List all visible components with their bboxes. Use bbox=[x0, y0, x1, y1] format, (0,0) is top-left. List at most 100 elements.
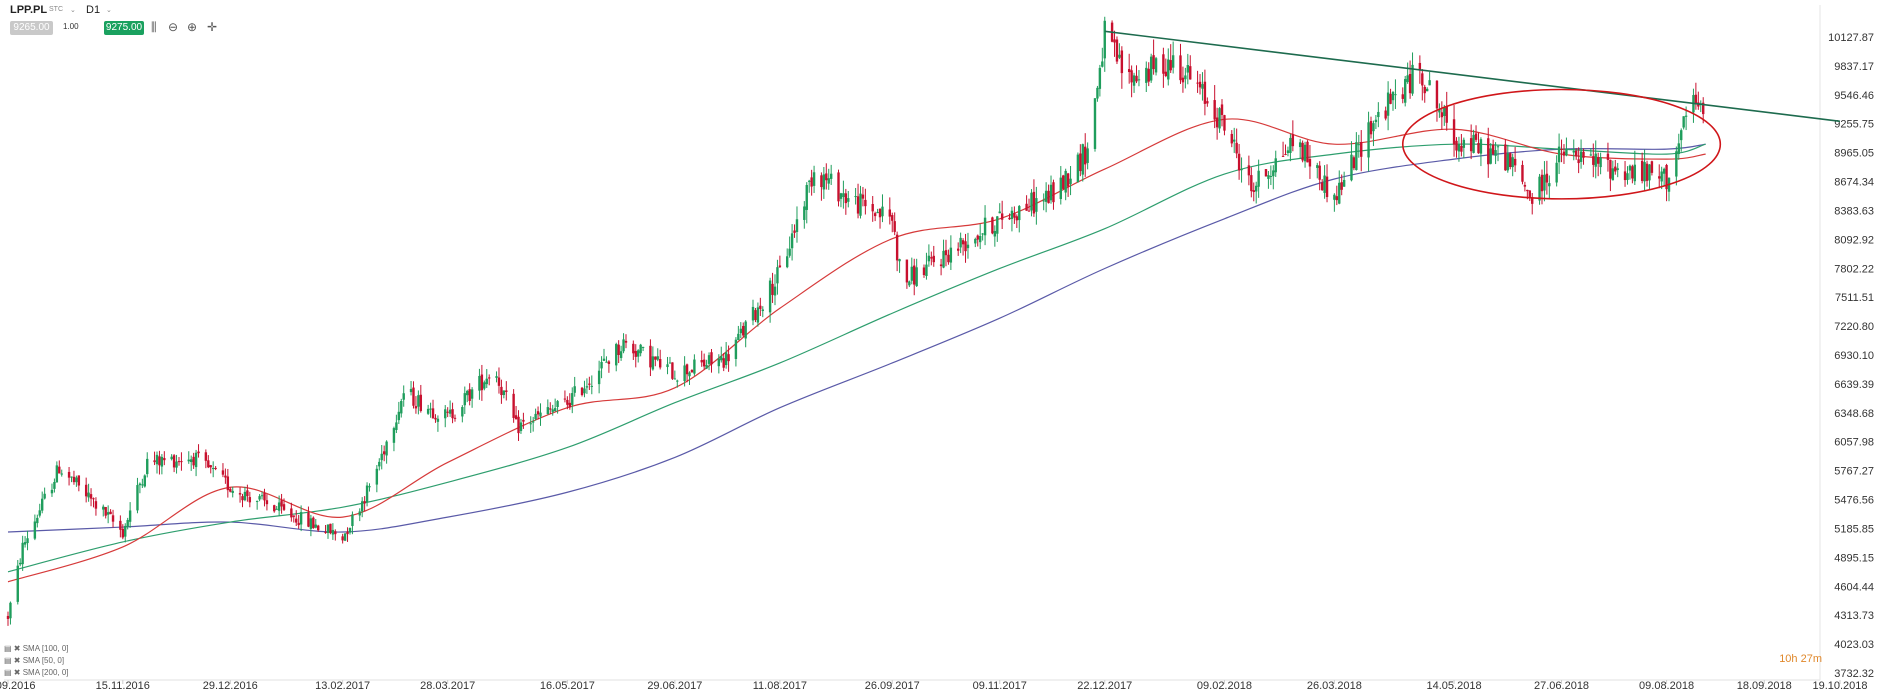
zoom-in-icon[interactable]: ⊕ bbox=[187, 20, 198, 34]
candle-body bbox=[1149, 56, 1153, 81]
candle-body bbox=[258, 496, 261, 500]
candle-body bbox=[448, 409, 452, 414]
candle-body bbox=[153, 460, 156, 463]
candle-body bbox=[436, 418, 440, 422]
candle-body bbox=[397, 411, 401, 421]
candle-body bbox=[881, 206, 884, 217]
candle-body bbox=[194, 452, 198, 468]
candle-body bbox=[1579, 151, 1583, 162]
candle-body bbox=[1528, 190, 1531, 197]
y-tick-label: 5185.85 bbox=[1834, 523, 1874, 535]
candle-body bbox=[341, 536, 344, 541]
candle-body bbox=[600, 361, 603, 369]
candle-body bbox=[873, 213, 877, 217]
candle-body bbox=[536, 411, 540, 415]
candle-body bbox=[1367, 122, 1370, 158]
bar-chart-icon[interactable]: ⫼ bbox=[151, 20, 157, 34]
candle-body bbox=[1169, 60, 1172, 71]
candle-body bbox=[1560, 149, 1563, 151]
candle-body bbox=[380, 453, 383, 461]
x-tick-label: 16.05.2017 bbox=[540, 680, 595, 692]
candle-body bbox=[1286, 150, 1290, 154]
candle-body bbox=[1032, 191, 1036, 214]
legend-icon[interactable]: ▤ ✖ bbox=[4, 668, 23, 677]
candle-body bbox=[583, 388, 586, 394]
y-tick-label: 6639.39 bbox=[1834, 379, 1874, 391]
candle-body bbox=[1589, 154, 1593, 156]
candle-body bbox=[297, 522, 300, 526]
candle-body bbox=[993, 230, 997, 237]
x-tick-label: 29.09.2016 bbox=[0, 680, 36, 692]
candle-body bbox=[795, 219, 799, 233]
candle-body bbox=[292, 515, 295, 517]
candle-body bbox=[1404, 79, 1407, 103]
candle-body bbox=[26, 538, 29, 544]
candle-body bbox=[742, 325, 745, 336]
candle-body bbox=[1081, 144, 1084, 175]
candle-body bbox=[519, 422, 523, 431]
candle-body bbox=[19, 562, 22, 565]
candle-body bbox=[385, 441, 388, 456]
candle-body bbox=[1206, 101, 1209, 104]
sell-button[interactable]: 9265.00 bbox=[10, 21, 53, 35]
y-tick-label: 7802.22 bbox=[1834, 263, 1874, 275]
candle-body bbox=[651, 356, 655, 370]
crosshair-icon[interactable]: ✛ bbox=[207, 20, 218, 34]
candle-body bbox=[1220, 104, 1224, 115]
legend-icon[interactable]: ▤ ✖ bbox=[4, 656, 23, 665]
candle-body bbox=[998, 211, 1001, 214]
quantity-field[interactable]: 1.00 bbox=[63, 22, 79, 31]
candle-body bbox=[1640, 160, 1644, 181]
candle-body bbox=[160, 456, 164, 467]
candle-body bbox=[1008, 217, 1011, 220]
candle-body bbox=[1391, 92, 1395, 101]
candle-body bbox=[23, 542, 27, 545]
candle-body bbox=[888, 209, 892, 217]
chevron-down-icon[interactable]: ⌄ bbox=[106, 7, 112, 14]
candle-body bbox=[72, 476, 76, 483]
candle-body bbox=[1377, 111, 1380, 118]
candle-body bbox=[585, 386, 589, 388]
candle-body bbox=[707, 355, 711, 364]
candle-body bbox=[343, 533, 347, 541]
y-tick-label: 4604.44 bbox=[1834, 581, 1874, 593]
candle-body bbox=[126, 519, 129, 527]
candle-body bbox=[1035, 198, 1038, 212]
candle-body bbox=[1076, 154, 1080, 183]
candle-body bbox=[827, 178, 830, 184]
candle-body bbox=[727, 354, 730, 362]
legend-icon[interactable]: ▤ ✖ bbox=[4, 644, 23, 653]
buy-button[interactable]: 9275.00 bbox=[104, 21, 144, 35]
candle-body bbox=[1127, 69, 1131, 73]
symbol-label[interactable]: LPP.PL bbox=[10, 4, 48, 16]
candle-body bbox=[187, 459, 190, 462]
candle-body bbox=[1235, 142, 1238, 154]
timeframe-selector[interactable]: D1 bbox=[86, 4, 101, 16]
candle-body bbox=[1189, 66, 1192, 80]
candle-body bbox=[761, 309, 764, 312]
candle-body bbox=[1066, 173, 1070, 187]
candle-body bbox=[53, 481, 56, 489]
candle-body bbox=[754, 310, 757, 321]
candle-body bbox=[634, 350, 637, 357]
candle-body bbox=[1164, 71, 1168, 77]
candle-body bbox=[1062, 175, 1065, 189]
candle-body bbox=[1440, 112, 1444, 118]
candle-body bbox=[1274, 158, 1277, 173]
chevron-down-icon[interactable]: ⌄ bbox=[70, 7, 76, 14]
candle-timer: 10h 27m bbox=[1779, 653, 1822, 665]
candle-body bbox=[290, 508, 293, 518]
y-tick-label: 4313.73 bbox=[1834, 610, 1874, 622]
candle-body bbox=[248, 497, 252, 503]
candle-body bbox=[751, 306, 755, 321]
candle-body bbox=[466, 390, 469, 396]
candle-body bbox=[312, 517, 315, 529]
candle-body bbox=[1013, 213, 1016, 218]
candle-body bbox=[1223, 115, 1226, 131]
candle-body bbox=[60, 473, 63, 475]
y-tick-label: 5767.27 bbox=[1834, 466, 1874, 478]
zoom-out-icon[interactable]: ⊖ bbox=[168, 20, 179, 34]
candle-body bbox=[1452, 119, 1456, 145]
candle-body bbox=[1491, 144, 1495, 154]
